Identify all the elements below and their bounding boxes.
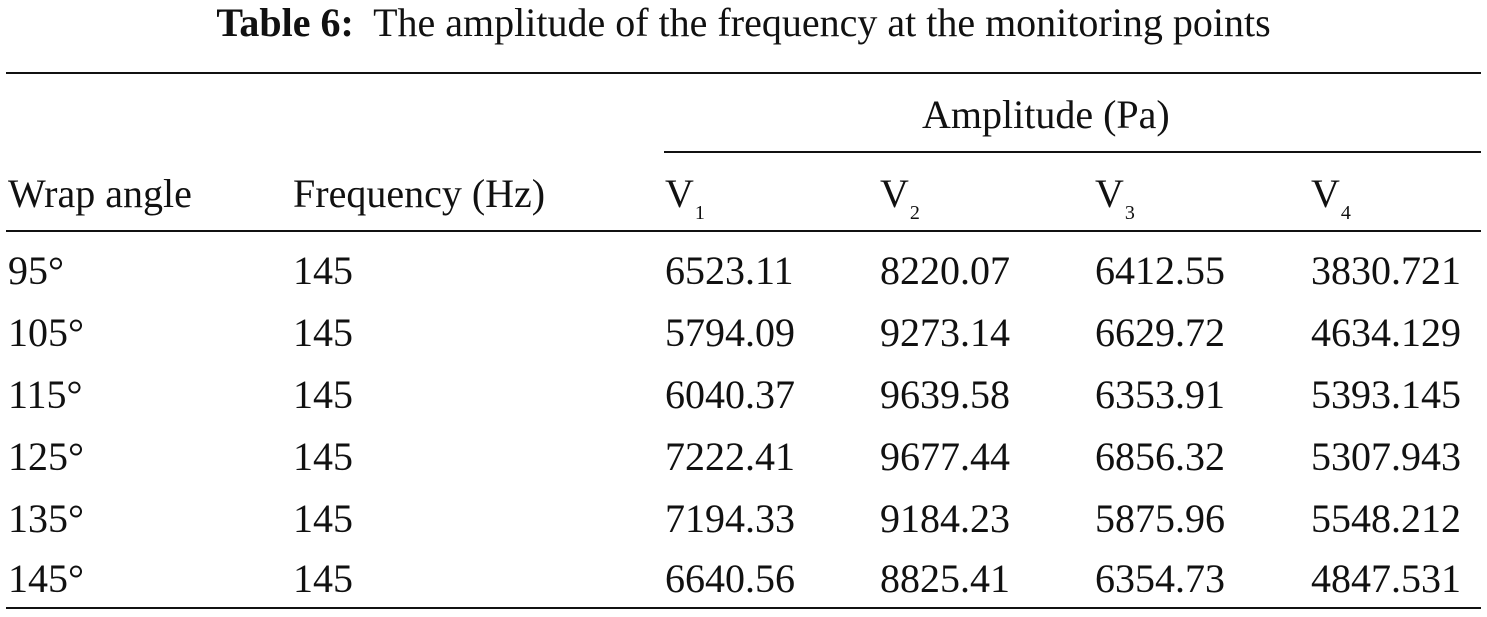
row-6-v4: 4847.531	[1311, 556, 1461, 601]
row-2-wrap: 105°	[8, 310, 84, 355]
row-6-v1: 6640.56	[665, 556, 795, 601]
row-4-v2: 9677.44	[880, 434, 1010, 479]
row-1-v2: 8220.07	[880, 248, 1010, 293]
header-v1: V1	[665, 171, 705, 224]
caption-text: The amplitude of the frequency at the mo…	[373, 0, 1271, 45]
table-caption: Table 6: The amplitude of the frequency …	[0, 0, 1487, 46]
top-rule	[6, 72, 1481, 74]
row-5-wrap: 135°	[8, 496, 84, 541]
row-2-v2: 9273.14	[880, 310, 1010, 355]
caption-label: Table 6:	[216, 0, 354, 45]
row-3-v3: 6353.91	[1095, 372, 1225, 417]
header-wrap-angle: Wrap angle	[8, 171, 192, 216]
row-5-v1: 7194.33	[665, 496, 795, 541]
amplitude-group-header: Amplitude (Pa)	[922, 92, 1170, 137]
row-6-v2: 8825.41	[880, 556, 1010, 601]
header-v2: V2	[880, 171, 920, 224]
row-1-v4: 3830.721	[1311, 248, 1461, 293]
row-6-wrap: 145°	[8, 556, 84, 601]
row-1-v3: 6412.55	[1095, 248, 1225, 293]
row-6-v3: 6354.73	[1095, 556, 1225, 601]
row-3-v2: 9639.58	[880, 372, 1010, 417]
amplitude-rule	[664, 151, 1481, 153]
bottom-rule	[6, 607, 1481, 609]
header-v4: V4	[1311, 171, 1351, 224]
row-3-wrap: 115°	[8, 372, 83, 417]
row-5-v2: 9184.23	[880, 496, 1010, 541]
row-5-v4: 5548.212	[1311, 496, 1461, 541]
row-3-freq: 145	[293, 372, 353, 417]
row-4-v4: 5307.943	[1311, 434, 1461, 479]
row-4-freq: 145	[293, 434, 353, 479]
row-3-v4: 5393.145	[1311, 372, 1461, 417]
header-rule	[6, 230, 1481, 232]
header-v3: V3	[1095, 171, 1135, 224]
row-5-v3: 5875.96	[1095, 496, 1225, 541]
row-1-v1: 6523.11	[665, 248, 794, 293]
header-frequency: Frequency (Hz)	[293, 171, 546, 216]
row-4-v1: 7222.41	[665, 434, 795, 479]
row-3-v1: 6040.37	[665, 372, 795, 417]
row-1-wrap: 95°	[8, 248, 64, 293]
row-4-v3: 6856.32	[1095, 434, 1225, 479]
row-2-v1: 5794.09	[665, 310, 795, 355]
row-2-v3: 6629.72	[1095, 310, 1225, 355]
row-2-v4: 4634.129	[1311, 310, 1461, 355]
row-2-freq: 145	[293, 310, 353, 355]
row-6-freq: 145	[293, 556, 353, 601]
row-5-freq: 145	[293, 496, 353, 541]
row-4-wrap: 125°	[8, 434, 84, 479]
row-1-freq: 145	[293, 248, 353, 293]
